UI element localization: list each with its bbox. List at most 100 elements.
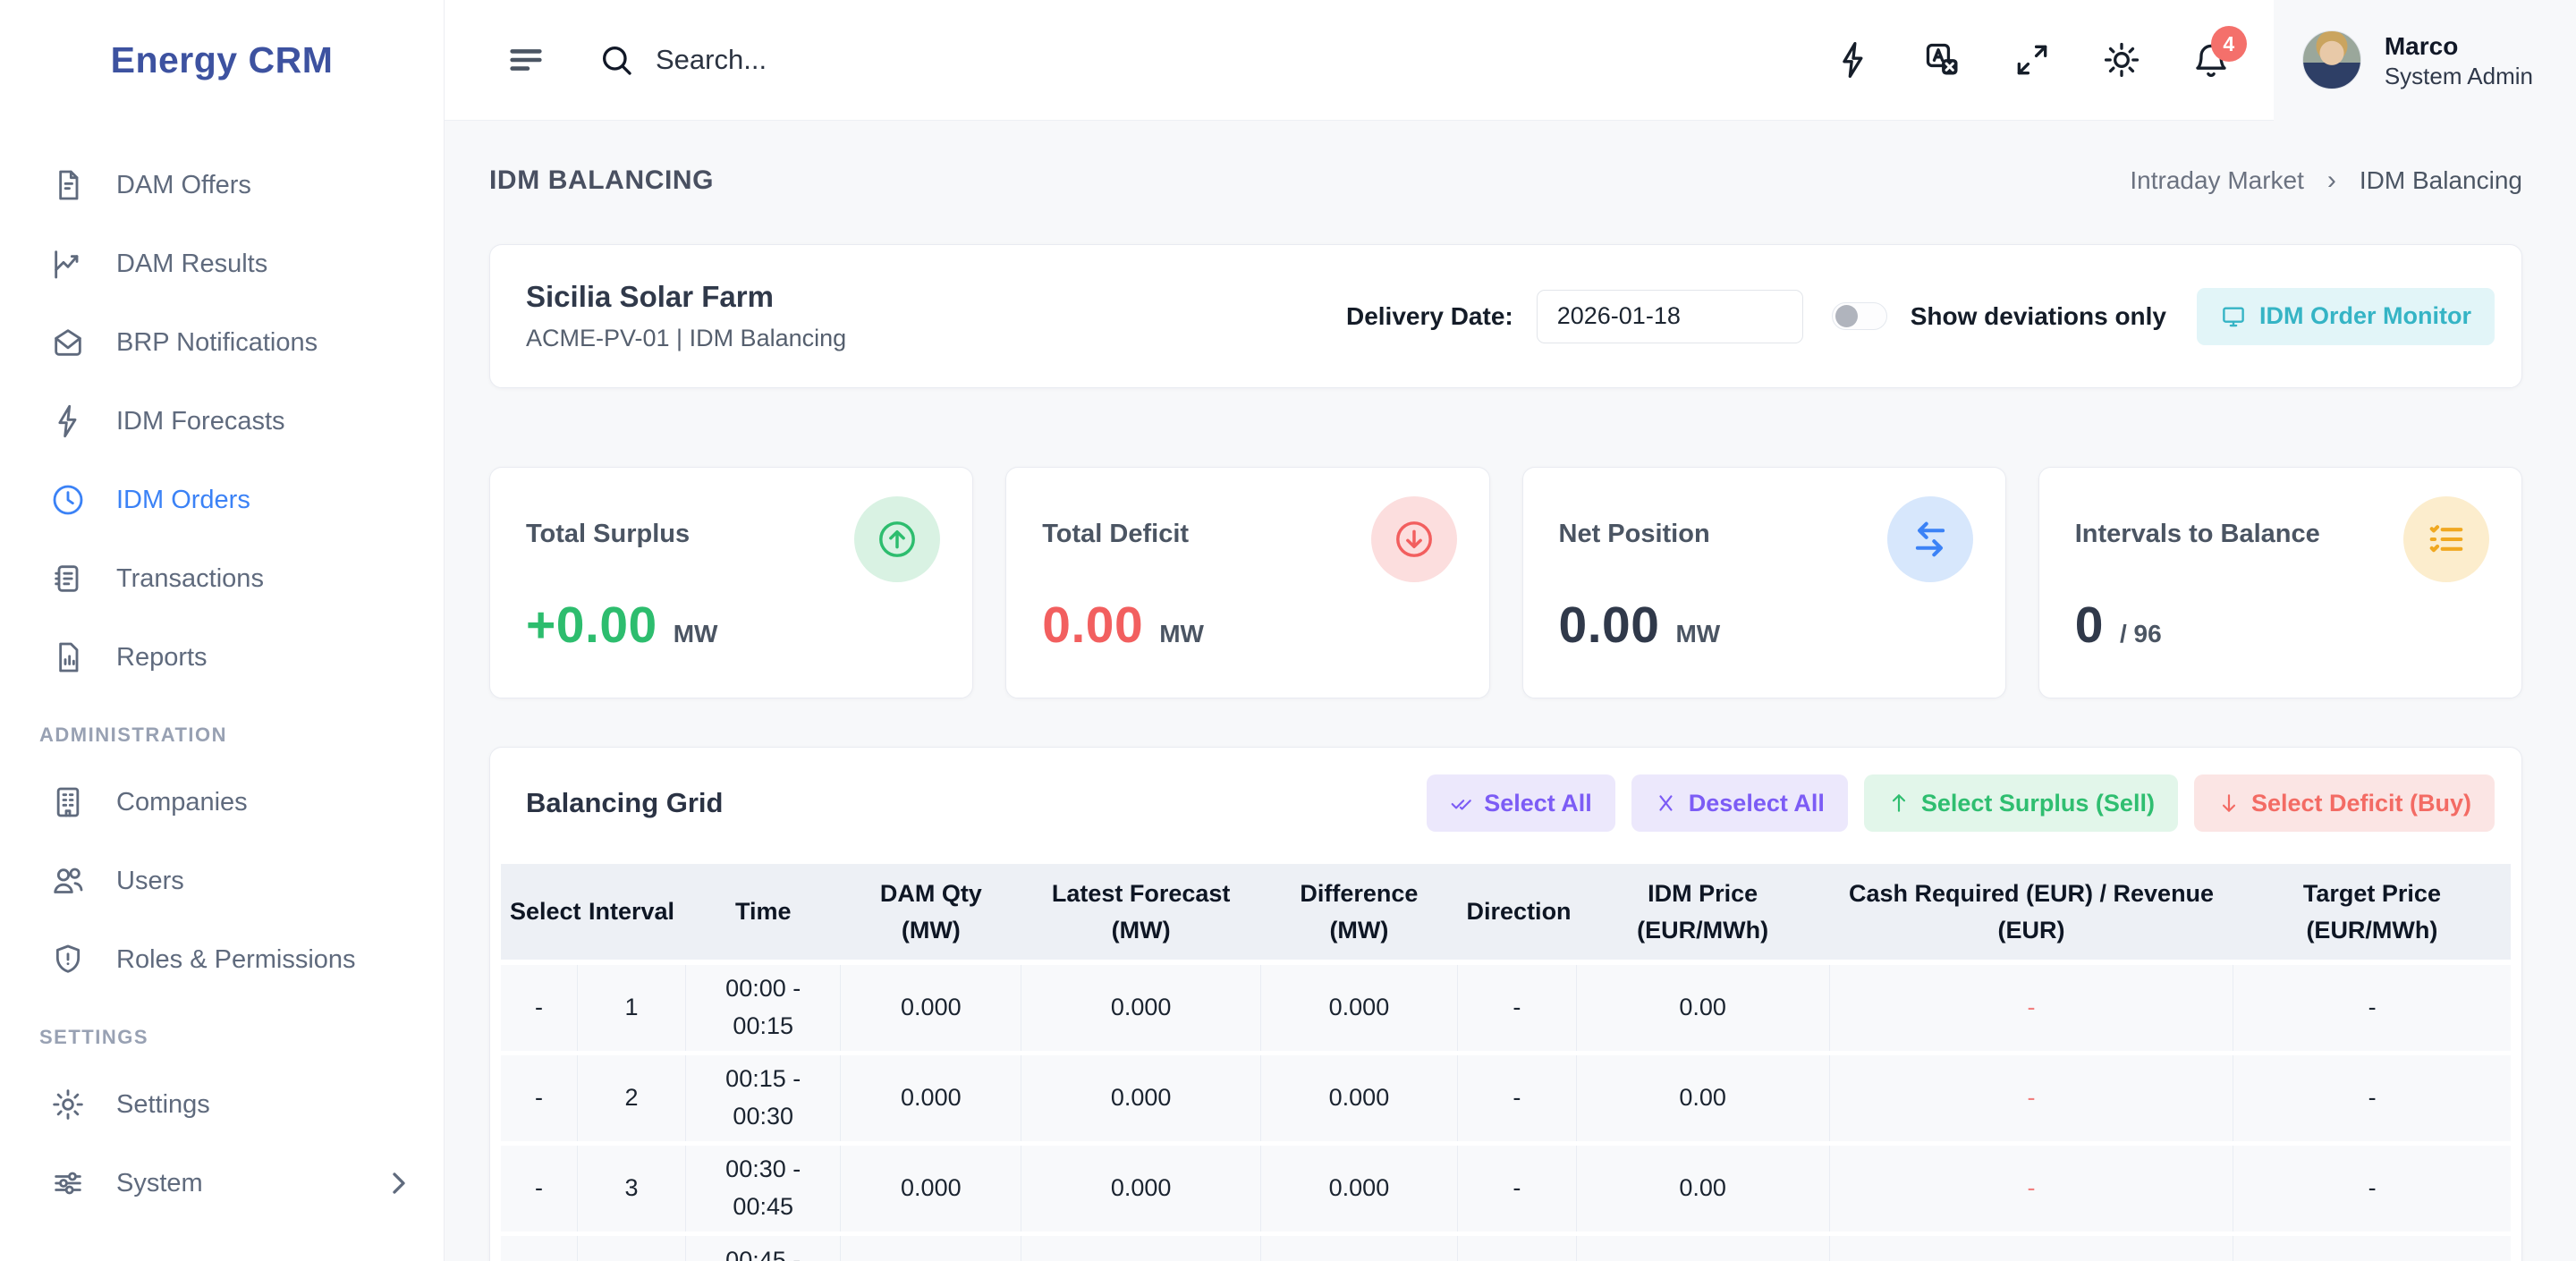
sidebar-item-users[interactable]: Users [0, 842, 444, 920]
sidebar-item-dam-results[interactable]: DAM Results [0, 224, 444, 303]
stat-label: Net Position [1558, 520, 1710, 548]
cell-idm-price: 0.00 [1576, 1143, 1830, 1234]
col-difference: Difference (MW) [1260, 864, 1458, 962]
stat-value: 0.00 [1042, 597, 1144, 654]
app-logo: Energy CRM [110, 39, 334, 80]
cell-target: - [2233, 962, 2511, 1054]
cell-interval: 4 [577, 1233, 687, 1261]
theme-sun-icon[interactable] [2102, 40, 2141, 80]
sidebar-item-roles-permissions[interactable]: Roles & Permissions [0, 920, 444, 999]
search-input[interactable] [656, 44, 1192, 76]
topbar-icons: 4 [1834, 26, 2247, 80]
show-deviations-label: Show deviations only [1910, 301, 2166, 330]
idm-order-monitor-button[interactable]: IDM Order Monitor [2197, 287, 2495, 345]
sidebar-item-label: Companies [116, 787, 248, 817]
sidebar-item-reports[interactable]: Reports [0, 618, 444, 697]
show-deviations-toggle[interactable] [1831, 302, 1887, 330]
balancing-grid-title: Balancing Grid [526, 787, 724, 818]
cell-cash: - [1829, 1143, 2234, 1234]
sidebar-item-companies[interactable]: Companies [0, 763, 444, 842]
sidebar-item-dam-offers[interactable]: DAM Offers [0, 146, 444, 224]
cell-select[interactable]: - [501, 962, 578, 1054]
col-target-price: Target Price (EUR/MWh) [2233, 864, 2511, 962]
chevron-right-icon [393, 1172, 405, 1194]
stat-card-total-surplus: Total Surplus +0.00 MW [489, 467, 974, 698]
cell-target: - [2233, 1053, 2511, 1144]
user-menu[interactable]: Marco System Admin [2273, 0, 2576, 121]
cell-direction: - [1457, 1143, 1577, 1234]
quick-actions-bolt-icon[interactable] [1834, 40, 1873, 80]
breadcrumb: Intraday Market › IDM Balancing [2130, 165, 2522, 196]
page-content: IDM BALANCING Intraday Market › IDM Bala… [445, 121, 2576, 1261]
cell-difference: 0.000 [1260, 1053, 1459, 1144]
balancing-grid-card: Balancing Grid Select All Deselect All S… [489, 747, 2522, 1261]
users-icon [54, 867, 83, 893]
notifications-bell-icon[interactable]: 4 [2191, 26, 2247, 80]
cell-time: 00:00 - 00:15 [685, 962, 842, 1054]
table-row: - 3 00:30 - 00:45 0.000 0.000 0.000 - 0.… [501, 1143, 2511, 1234]
fullscreen-icon[interactable] [2012, 40, 2052, 80]
avatar [2301, 30, 2361, 89]
sidebar-item-label: Settings [116, 1089, 210, 1119]
cell-idm-price: 0.00 [1576, 1053, 1830, 1144]
delivery-date-input[interactable] [1536, 289, 1803, 343]
cell-cash: - [1829, 1233, 2234, 1261]
table-row: - 2 00:15 - 00:30 0.000 0.000 0.000 - 0.… [501, 1053, 2511, 1144]
monitor-icon [2223, 306, 2244, 326]
report-icon [59, 642, 79, 673]
cell-target: - [2233, 1143, 2511, 1234]
sidebar-item-system[interactable]: System [0, 1144, 444, 1223]
mail-icon [55, 329, 81, 356]
balancing-grid-header: Balancing Grid Select All Deselect All S… [490, 748, 2521, 859]
document-icon [59, 170, 79, 200]
cell-interval: 2 [577, 1053, 687, 1144]
cell-difference: 0.000 [1260, 1143, 1459, 1234]
balancing-grid-table: Select Interval Time DAM Qty (MW) Latest… [501, 864, 2511, 1261]
sidebar-item-transactions[interactable]: Transactions [0, 539, 444, 618]
translate-icon[interactable] [1923, 40, 1962, 80]
deficit-arrow-down-icon [1370, 496, 1457, 582]
cell-time: 00:30 - 00:45 [685, 1143, 842, 1234]
col-select: Select [501, 864, 581, 962]
sidebar-item-label: IDM Orders [116, 485, 250, 514]
user-role: System Admin [2384, 63, 2533, 90]
select-all-button[interactable]: Select All [1427, 774, 1615, 832]
cell-dam-qty: 0.000 [840, 1233, 1022, 1261]
sidebar-item-label: DAM Results [116, 249, 268, 278]
building-icon [56, 787, 80, 817]
sidebar-item-label: Reports [116, 642, 208, 672]
chart-line-icon [55, 250, 79, 279]
stat-label: Total Deficit [1042, 520, 1190, 548]
sidebar-item-settings[interactable]: Settings [0, 1065, 444, 1144]
stat-unit: MW [673, 620, 718, 647]
hamburger-menu-icon[interactable] [505, 39, 547, 80]
select-deficit-button[interactable]: Select Deficit (Buy) [2193, 774, 2495, 832]
cell-select[interactable]: - [501, 1233, 578, 1261]
cell-select[interactable]: - [501, 1143, 578, 1234]
arrow-up-icon [1892, 794, 1905, 812]
topbar: 4 Marco System Admin [445, 0, 2576, 121]
search-bar[interactable] [598, 42, 1834, 78]
cell-target: - [2233, 1233, 2511, 1261]
table-header-row: Select Interval Time DAM Qty (MW) Latest… [501, 864, 2511, 962]
cell-forecast: 0.000 [1021, 1143, 1261, 1234]
select-surplus-button[interactable]: Select Surplus (Sell) [1863, 774, 2178, 832]
breadcrumb-separator-icon: › [2326, 165, 2336, 195]
sidebar-item-idm-forecasts[interactable]: IDM Forecasts [0, 382, 444, 461]
sidebar-item-idm-orders[interactable]: IDM Orders [0, 461, 444, 539]
swap-arrows-icon [1886, 496, 1973, 582]
col-idm-price: IDM Price (EUR/MWh) [1576, 864, 1830, 962]
stat-card-intervals-to-balance: Intervals to Balance 0 / 96 [2038, 467, 2522, 698]
clock-icon [53, 485, 83, 515]
sidebar-item-brp-notifications[interactable]: BRP Notifications [0, 303, 444, 382]
table-row: - 1 00:00 - 00:15 0.000 0.000 0.000 - 0.… [501, 962, 2511, 1054]
surplus-arrow-up-icon [854, 496, 941, 582]
sidebar-item-label: BRP Notifications [116, 327, 318, 357]
col-dam-qty: DAM Qty (MW) [840, 864, 1021, 962]
deselect-all-button[interactable]: Deselect All [1631, 774, 1848, 832]
cell-time: 00:45 - 01:00 [685, 1233, 842, 1261]
cell-direction: - [1457, 962, 1577, 1054]
cell-select[interactable]: - [501, 1053, 578, 1144]
breadcrumb-parent[interactable]: Intraday Market [2130, 166, 2304, 194]
asset-subtitle: ACME-PV-01 | IDM Balancing [526, 325, 847, 351]
